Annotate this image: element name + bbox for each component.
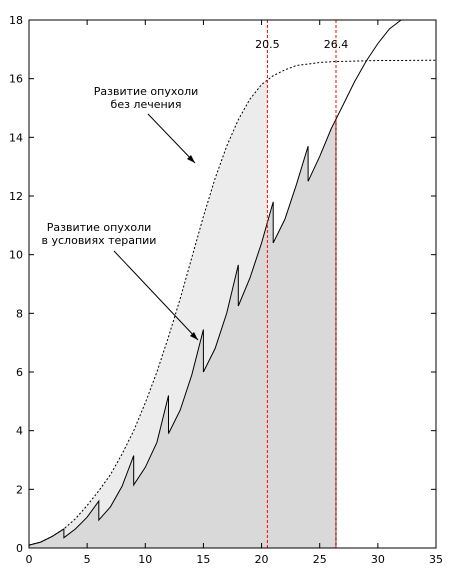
annotation-untreated: Развитие опухоли без лечения: [94, 85, 199, 164]
y-tick-label: 0: [16, 542, 23, 555]
annotation-treated-line1: Развитие опухоли: [47, 221, 152, 234]
y-tick-label: 4: [16, 425, 23, 438]
vline-label-0: 20.5: [255, 38, 280, 51]
treated-area: [29, 119, 336, 548]
annotation-untreated-line1: Развитие опухоли: [94, 85, 199, 98]
annotation-untreated-arrow: [147, 113, 196, 164]
x-tick-label: 10: [138, 553, 152, 566]
x-tick-label: 30: [371, 553, 385, 566]
y-axis: 0 2 4 6 8 10 12 14 16 18: [9, 14, 436, 555]
x-axis: 0 5 10 15 20 25 30 35: [26, 20, 443, 566]
annotation-untreated-arrowhead: [187, 155, 195, 163]
filled-areas: [29, 80, 336, 548]
x-tick-label: 0: [26, 553, 33, 566]
annotation-untreated-line2: без лечения: [111, 98, 182, 111]
x-tick-label: 15: [196, 553, 210, 566]
x-tick-label: 25: [313, 553, 327, 566]
x-tick-label: 35: [429, 553, 443, 566]
y-tick-label: 16: [9, 73, 23, 86]
treated-curve: [28, 19, 402, 546]
y-tick-label: 12: [9, 190, 23, 203]
untreated-curve: [28, 59, 437, 546]
reference-lines: 20.5 26.4: [255, 20, 348, 548]
y-tick-label: 6: [16, 366, 23, 379]
annotation-treated: Развитие опухоли в условиях терапии: [42, 221, 199, 341]
y-tick-label: 8: [16, 307, 23, 320]
x-tick-label: 20: [255, 553, 269, 566]
annotation-treated-arrow: [113, 250, 199, 341]
y-tick-label: 2: [16, 483, 23, 496]
vline-label-1: 26.4: [324, 38, 349, 51]
plot-frame: [28, 19, 437, 549]
annotation-treated-line2: в условиях терапии: [42, 234, 157, 247]
x-tick-label: 5: [84, 553, 91, 566]
y-tick-label: 18: [9, 14, 23, 27]
annotation-treated-arrowhead: [190, 332, 198, 340]
y-tick-label: 10: [9, 249, 23, 262]
y-tick-label: 14: [9, 131, 23, 144]
